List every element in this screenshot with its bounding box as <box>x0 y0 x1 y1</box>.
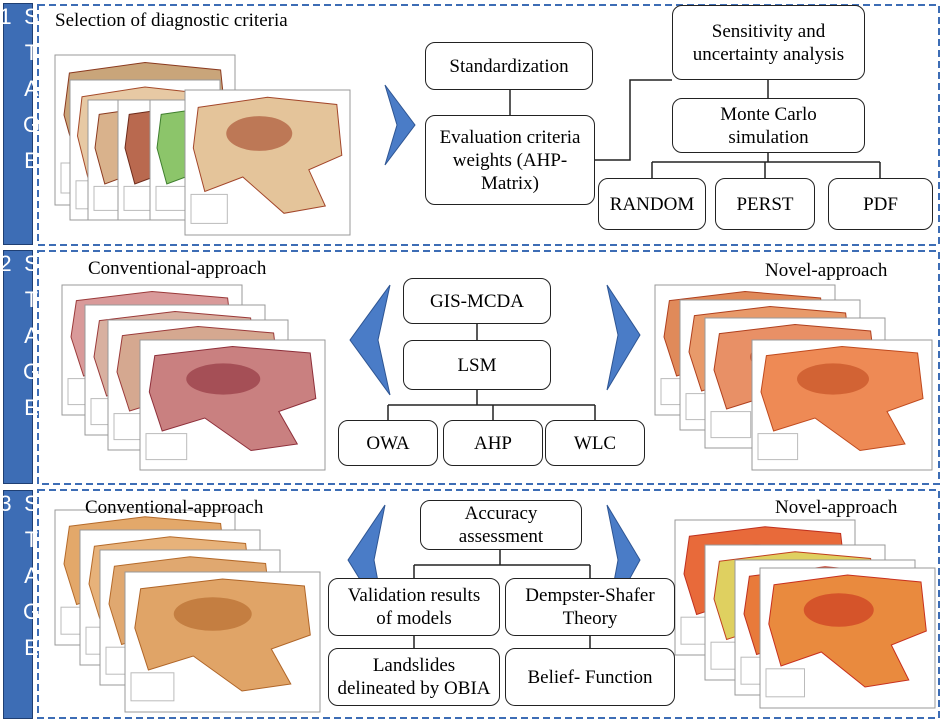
panel-title: Selection of diagnostic criteria <box>55 10 288 31</box>
map-thumbnail <box>751 339 933 471</box>
box: Belief- Function <box>505 648 675 706</box>
panel <box>37 250 940 485</box>
box-text: delineated by OBIA <box>337 678 491 699</box>
box: Dempster-Shafer Theory <box>505 578 675 636</box>
box: OWA <box>338 420 438 466</box>
map-area <box>186 363 261 395</box>
box-text: Landslides <box>372 655 456 676</box>
panel-title: Novel-approach <box>765 260 888 281</box>
box: Validation results of models <box>328 578 500 636</box>
box-text: simulation <box>728 126 809 148</box>
box: GIS-MCDA <box>403 278 551 324</box>
box-text: Validation results <box>347 585 481 606</box>
box-text: Theory <box>562 608 618 629</box>
map-area <box>173 597 252 631</box>
map-legend <box>145 433 188 461</box>
box-text: Belief- Function <box>527 666 653 688</box>
box-text: GIS-MCDA <box>430 290 524 312</box>
box: RANDOM <box>598 178 706 230</box>
arrow <box>606 284 641 391</box>
map-area <box>803 593 874 627</box>
box-text: Matrix) <box>480 172 540 194</box>
box: PERST <box>715 178 815 230</box>
map-legend <box>130 672 175 702</box>
panel <box>37 489 940 719</box>
map-thumbnail <box>184 89 351 236</box>
map-legend <box>757 433 799 461</box>
map-legend <box>190 193 228 224</box>
panel <box>37 4 940 246</box>
stage-label: STAGE 1 <box>0 3 44 245</box>
box-text: Evaluation criteria <box>439 126 581 148</box>
stage-label: STAGE 2 <box>0 250 44 484</box>
box: Standardization <box>425 42 593 90</box>
map-thumbnail <box>759 567 936 709</box>
connector <box>651 80 881 178</box>
map-area <box>226 116 293 151</box>
connector <box>387 324 596 420</box>
map-legend <box>155 185 188 211</box>
box-text: PERST <box>736 193 794 215</box>
map-legend <box>765 668 805 698</box>
box-text: Sensitivity and <box>711 20 826 42</box>
panel-title: Conventional-approach <box>88 258 267 279</box>
box-text: assessment <box>458 526 544 547</box>
box-text: WLC <box>573 432 617 454</box>
panel-title: Novel-approach <box>775 497 898 518</box>
box-text: Monte Carlo <box>720 103 817 125</box>
box: Landslides delineated by OBIA <box>328 648 500 706</box>
box: AHP <box>443 420 543 466</box>
box: Sensitivity and uncertainty analysis <box>672 5 865 80</box>
box-text: Standardization <box>449 55 569 77</box>
box: Evaluation criteria weights (AHP- Matrix) <box>425 115 595 205</box>
box-text: OWA <box>366 432 410 454</box>
box-text: AHP <box>473 432 512 454</box>
connector <box>413 550 591 648</box>
map-thumbnail <box>139 339 326 471</box>
box-text: weights (AHP- <box>452 149 568 171</box>
box: LSM <box>403 340 551 390</box>
box-text: RANDOM <box>609 193 695 215</box>
box-text: PDF <box>863 193 898 215</box>
box-text: LSM <box>457 354 497 376</box>
stage-label: STAGE 3 <box>0 490 44 719</box>
panel-title: Conventional-approach <box>85 497 264 518</box>
arrow <box>384 84 416 166</box>
box: WLC <box>545 420 645 466</box>
box-text: of models <box>376 608 452 629</box>
box: Monte Carlo simulation <box>672 98 865 153</box>
map-area <box>797 363 869 395</box>
box-text: Dempster-Shafer <box>525 585 655 606</box>
box: Accuracy assessment <box>420 500 582 550</box>
map-thumbnail <box>124 571 321 713</box>
arrow <box>349 284 391 396</box>
map-legend <box>710 411 752 439</box>
box-text: Accuracy <box>464 503 538 524</box>
connector <box>595 79 672 161</box>
box: PDF <box>828 178 933 230</box>
box-text: uncertainty analysis <box>692 43 845 65</box>
